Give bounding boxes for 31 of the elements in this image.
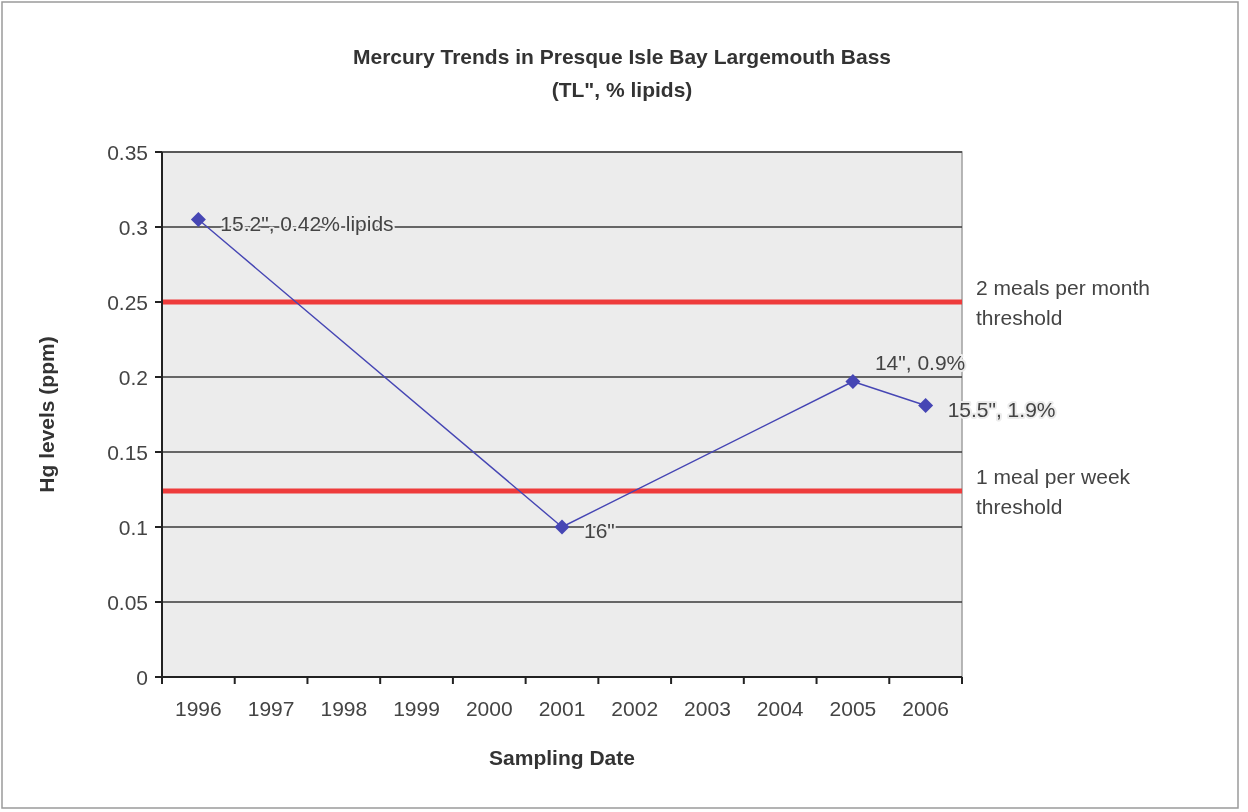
ref-line-label: 1 meal per week threshold xyxy=(976,464,1131,518)
x-tick-label: 2005 xyxy=(829,696,877,720)
annotation: 14", 0.9% xyxy=(874,350,966,373)
y-tick-label: 0.35 xyxy=(107,140,148,164)
y-tick-label: 0.3 xyxy=(118,215,148,239)
y-axis-title: Hg levels (ppm) xyxy=(34,336,58,493)
y-tick-label: 0.05 xyxy=(107,590,148,614)
y-tick-label: 0.2 xyxy=(118,365,148,389)
y-tick-label: 0.25 xyxy=(107,290,148,314)
x-tick-label: 2003 xyxy=(684,696,731,720)
y-tick-label: 0 xyxy=(136,665,148,689)
x-tick-label: 1997 xyxy=(247,696,295,720)
point xyxy=(190,212,206,227)
point xyxy=(845,374,861,389)
x-tick-label: 2006 xyxy=(902,696,949,720)
chart-subtitle: (TL", % lipids) xyxy=(551,78,693,101)
y-tick-label: 0.15 xyxy=(107,440,148,464)
point xyxy=(918,398,934,413)
y-tick-label: 0.1 xyxy=(118,515,148,539)
x-tick-label: 2004 xyxy=(756,696,804,720)
x-tick-label: 2000 xyxy=(465,696,513,720)
x-tick-label: 2002 xyxy=(611,696,659,720)
x-tick-label: 1999 xyxy=(393,696,440,720)
chart-title: Mercury Trends in Presque Isle Bay Largemouth Bass xyxy=(352,45,892,68)
x-tick-label: 2001 xyxy=(538,696,586,720)
x-axis-title: Sampling Date xyxy=(489,746,635,769)
ref-line-label: 2 meals per month threshold xyxy=(976,275,1150,329)
annotation: 15.5", 1.9% xyxy=(947,397,1056,420)
x-tick-label: 1998 xyxy=(320,696,368,720)
x-tick-label: 1996 xyxy=(175,696,222,720)
point xyxy=(554,519,570,535)
